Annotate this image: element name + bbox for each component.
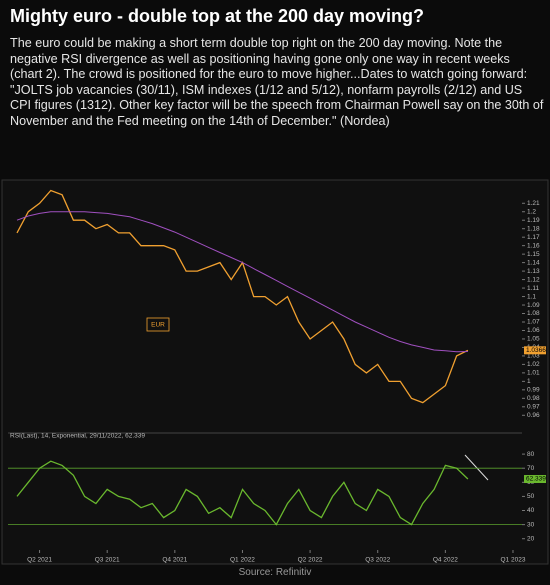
y-tick-label: 40 [527,507,535,514]
y-tick-label: 1.21 [527,200,540,207]
y-tick-label: 0.97 [527,404,540,411]
y-tick-label: 1.15 [527,251,540,258]
y-tick-label: 1.01 [527,370,540,377]
y-tick-label: 1.02 [527,361,540,368]
y-tick-label: 1.14 [527,259,540,266]
y-tick-label: 1.05 [527,336,540,343]
article-body: The euro could be making a short term do… [10,36,544,128]
y-tick-label: 1.08 [527,310,540,317]
article-title: Mighty euro - double top at the 200 day … [10,6,425,26]
chart: 0.960.970.980.9911.011.021.031.041.051.0… [1,179,549,565]
chart-frame [1,179,549,565]
y-tick-label: 1.06 [527,327,540,334]
y-tick-label: 1 [527,378,531,385]
panel-title: RSI(Last), 14, Exponential, 29/11/2022, … [10,433,145,440]
y-tick-label: 1.03 [527,353,540,360]
y-tick-label: 1.11 [527,285,540,292]
y-tick-label: 20 [527,535,535,542]
y-tick-label: 1.19 [527,217,540,224]
x-tick-label: Q3 2022 [365,557,390,564]
x-tick-label: Q3 2021 [95,557,120,564]
y-tick-label: 1.13 [527,268,540,275]
value-label: 1.0366 [526,347,546,354]
series-line [16,211,468,353]
x-tick-label: Q1 2022 [230,557,255,564]
value-box [524,346,546,355]
x-tick-label: Q2 2022 [298,557,323,564]
y-tick-label: 70 [527,465,535,472]
divergence-line [464,454,489,481]
y-tick-label: 1.16 [527,242,540,249]
value-label: 62.339 [526,476,546,483]
y-tick-label: 1.18 [527,225,540,232]
x-tick-label: Q1 2023 [501,557,526,564]
y-tick-label: 1.07 [527,319,540,326]
value-box [524,475,546,484]
y-tick-label: 0.99 [527,387,540,394]
y-tick-label: 0.98 [527,395,540,402]
y-tick-label: 30 [527,521,535,528]
legend-label: EUR [151,322,165,329]
x-tick-label: Q2 2021 [27,557,52,564]
y-tick-label: 50 [527,493,535,500]
y-tick-label: 1.1 [527,293,536,300]
source: Source: Refinitiv [238,567,312,578]
y-tick-label: 1.17 [527,234,540,241]
x-tick-label: Q4 2021 [162,557,187,564]
y-tick-label: 1.09 [527,302,540,309]
series-line [16,460,469,526]
y-tick-label: 0.96 [527,412,540,419]
y-tick-label: 1.2 [527,208,536,215]
legend-box [146,317,170,332]
x-tick-label: Q4 2022 [433,557,458,564]
y-tick-label: 80 [527,451,535,458]
y-tick-label: 1.12 [527,276,540,283]
